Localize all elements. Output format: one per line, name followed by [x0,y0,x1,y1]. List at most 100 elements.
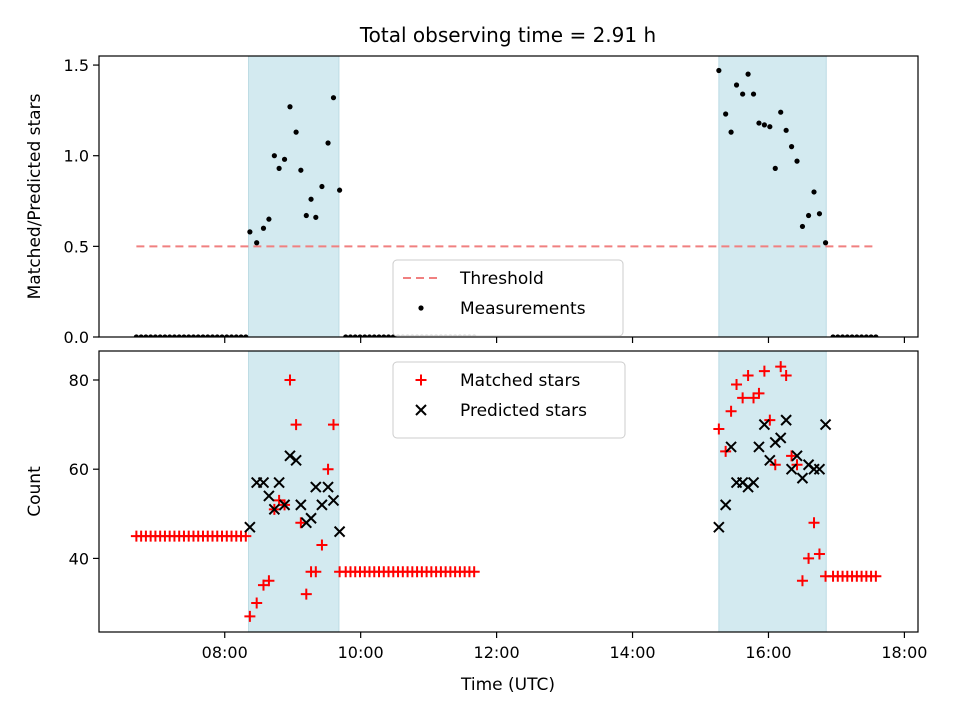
predicted-stars-point [758,418,771,431]
measurements-point [133,334,139,337]
predicted-stars-point [796,472,809,484]
measurements-point [271,153,277,159]
axes-frame [98,350,919,633]
measurements-point [362,334,368,337]
measurements-point [293,129,299,135]
measurements-point [287,104,293,110]
measurements-point [366,334,373,337]
matched-stars-point [295,517,307,529]
measurements-point [176,334,182,337]
legend-label: Threshold [459,269,544,289]
y-axis-label: Matched/Predicted stars [25,93,45,299]
measurements-point [783,127,789,133]
measurements-point [794,158,800,164]
matched-stars-point [251,597,263,609]
y-axis-label: Count [25,466,45,517]
ratio-panel: 0.0 0.5 1.0 1.5 Matched/Predicted stars Thres… [25,55,919,347]
measurements-point [761,122,767,128]
legend-predicted-stars-handle [415,404,427,416]
measurements-point [811,189,817,195]
legend-label: Measurements [460,299,586,319]
y-tick-label: 1.5 [64,56,89,75]
predicted-stars-point [273,476,285,489]
predicted-stars-point [295,499,307,511]
measurements-point [728,129,734,135]
measurements-point [157,334,163,337]
measurements-point [868,334,874,337]
measurements-point [313,214,319,220]
measurements-point [143,334,149,337]
measurements-point [200,334,206,337]
predicted-stars-point [753,441,765,453]
x-tick-label: 16:00 [745,643,791,662]
predicted-stars-point [713,521,725,533]
x-tick-label: 08:00 [202,643,248,662]
measurements-point [799,223,806,230]
matched-stars-point [263,575,275,587]
y-tick-label: 40 [69,549,89,568]
measurements-point [298,167,304,173]
measurements-point [830,334,836,337]
matched-stars-point [758,365,770,377]
measurements-point [745,71,751,77]
x-tick-label: 12:00 [474,643,520,662]
predicted-stars-point [819,418,832,431]
predicted-stars-point [791,450,803,462]
y-tick-label: 0.0 [64,328,89,347]
measurements-point [337,187,343,193]
measurements-point [343,334,349,337]
predicted-stars-point [244,521,256,533]
measurements-point [214,334,220,337]
matched-stars-point [737,392,749,404]
measurements-point [308,196,314,202]
matched-stars-point [316,539,328,551]
matched-stars-point [786,450,798,462]
matched-stars-point [796,575,808,587]
measurements-point [190,334,197,337]
matched-stars-point [742,370,754,382]
measurements-point [205,334,211,337]
x-tick-label: 18:00 [881,643,927,662]
measurements-point [266,216,272,222]
x-tick-label: 14:00 [609,643,655,662]
y-tick-label: 1.0 [64,147,89,166]
predicted-stars-point [785,463,798,475]
measurements-point [195,334,201,337]
measurements-point [385,334,392,337]
predicted-stars-point [257,476,270,489]
measurements-point [171,334,178,337]
measurements-point [233,334,239,337]
matched-stars-point [725,405,737,417]
predicted-stars-point [263,490,275,502]
measurements-point [152,334,159,337]
measurements-point [347,334,354,337]
measurements-point [224,334,230,337]
observing-window-span [718,350,827,633]
measurements-point [835,334,841,337]
predicted-stars-point [268,503,281,516]
measurements-point [788,144,795,150]
measurements-point [352,334,358,337]
legend-matched-stars-handle [415,374,427,386]
predicted-stars-point [290,454,302,466]
matched-stars-point [803,552,815,564]
measurements-point [254,240,260,246]
matched-stars-point [284,374,296,386]
axes-frame [98,55,919,338]
measurements-point [863,334,869,337]
legend: Threshold Measurements [392,259,624,337]
measurements-point [772,165,778,171]
measurements-point [276,165,282,171]
predicted-stars-point [322,481,334,493]
measurements-point [723,111,729,117]
legend: Matched stars Predicted stars [392,361,626,439]
measurements-point [844,334,850,337]
measurements-point [740,91,746,97]
y-tick-label: 80 [69,371,89,390]
measurements-point [228,334,235,337]
predicted-stars-point [774,432,787,444]
observing-window-span [248,350,340,633]
measurements-point [138,334,144,337]
matched-stars-point [753,387,765,399]
